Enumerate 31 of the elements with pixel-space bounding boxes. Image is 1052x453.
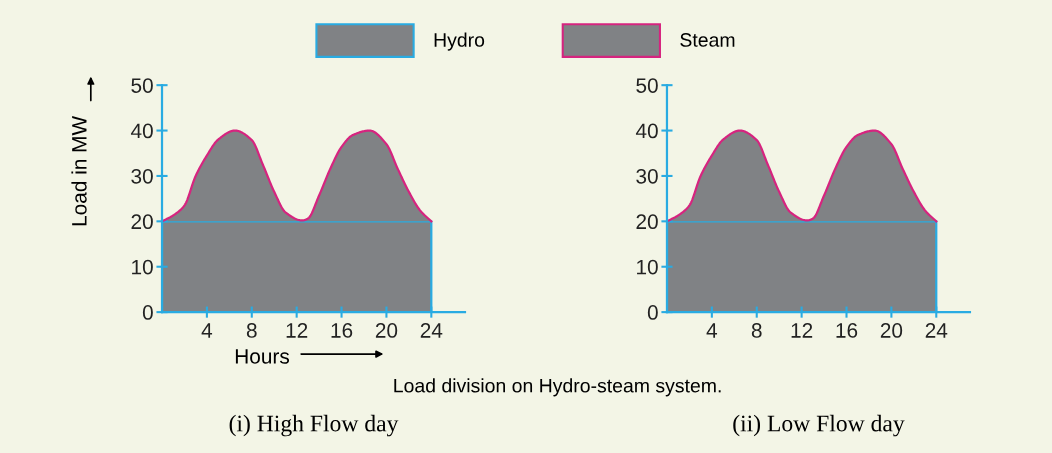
y-tick-label: 50 <box>636 78 658 93</box>
y-tick-label: 10 <box>132 259 153 275</box>
y-tick-label: 30 <box>636 168 658 184</box>
x-tick-label: 20 <box>375 323 398 338</box>
x-tick-label: 16 <box>836 323 858 338</box>
x-tick-label: 12 <box>791 323 813 338</box>
x-tick-label: 12 <box>286 323 308 338</box>
x-tick-label: 24 <box>925 323 948 338</box>
x-tick-label: 8 <box>246 323 257 338</box>
x-tick-label: 8 <box>751 323 762 338</box>
x-tick-label: 4 <box>706 323 718 338</box>
x-tick-label: 4 <box>201 323 213 338</box>
y-tick-label: 20 <box>131 214 153 230</box>
y-tick-label: 30 <box>131 168 153 184</box>
y-tick-label: 10 <box>637 259 658 275</box>
y-tick-label: 0 <box>142 305 153 320</box>
text: Load division on Hydro-steam system. <box>394 378 721 397</box>
x-tick-label: 16 <box>331 323 353 338</box>
y-tick-label: 20 <box>636 214 658 230</box>
text: (i) High Flow day <box>229 414 399 437</box>
x-tick-label: 20 <box>880 323 903 338</box>
text: Hydro <box>434 32 485 51</box>
text: Steam <box>680 33 735 47</box>
y-axis-title: Load in MW <box>71 115 87 226</box>
x-axis-title: Hours <box>235 349 290 364</box>
x-tick-label: 24 <box>420 323 443 338</box>
y-tick-label: 40 <box>635 123 658 139</box>
y-tick-label: 50 <box>131 78 153 93</box>
y-tick-label: 0 <box>647 305 658 320</box>
y-tick-label: 40 <box>130 123 153 139</box>
text: (ii) Low Flow day <box>733 414 905 437</box>
